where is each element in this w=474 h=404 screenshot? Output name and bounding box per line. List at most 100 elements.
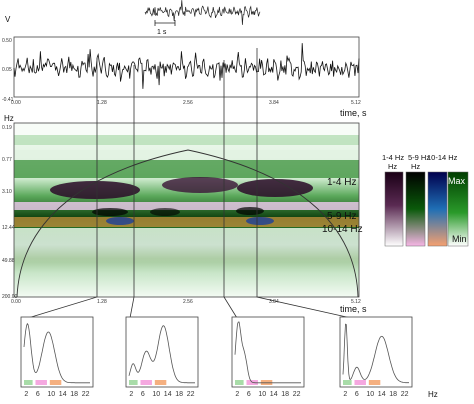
spectrum-x-tick: 2 [343,391,347,398]
band-marker-delta [24,380,33,385]
scale-bar-label: 1 s [157,29,167,36]
band-marker-theta [140,380,152,385]
band-label-5-9: 5-9 Hz [327,211,356,222]
spectrum-panel-4: 2 6 10 14 18 22 [339,316,413,398]
band-marker-alpha [368,380,381,385]
colorbar-5-9 [405,171,426,247]
spectrum-panel-1: 2 6 10 14 18 22 [20,316,94,398]
spectrum-x-tick: 6 [355,391,359,398]
spectrogram-image [14,123,359,297]
band-marker-delta [235,380,244,385]
eeg-y-tick: -0.41 [2,97,14,103]
spectrum-x-tick: 6 [247,391,251,398]
spectrogram-y-tick: 49.88 [2,258,15,264]
band-marker-delta [129,380,138,385]
spectrum-x-tick: 14 [164,391,172,398]
marker-line-2 [129,65,135,319]
spectrum-curve [23,322,90,384]
band-marker-alpha [154,380,167,385]
colorbar-1-4 [384,171,404,247]
spectrogram-y-tick: 12.44 [2,225,15,231]
spectrum-x-tick: 10 [258,391,266,398]
colorbar-label-10-14: 10-14 Hz [427,153,458,162]
eeg-x-tick: 1.28 [97,100,107,106]
eeg-y-unit: V [5,15,11,24]
svg-text:Hz: Hz [388,162,397,171]
band-marker-theta [35,380,47,385]
spectrum-x-tick: 10 [366,391,374,398]
band-marker-theta [354,380,366,385]
spectra-panels: 2 6 10 14 18 22 2 6 10 14 18 22 2 6 10 14 18 22 2 6 10 14 18 22 [20,316,413,398]
spectrogram-x-tick: 2.56 [183,299,193,305]
eeg-y-tick: 0.50 [2,38,12,44]
spectrum-x-tick: 22 [293,391,301,398]
eeg-panel: V 0.50 0.05 -0.41 0.00 1.28 2.56 3.84 5.… [2,15,367,118]
spectrum-x-tick: 18 [281,391,289,398]
cone-of-influence [16,149,359,298]
spectrum-x-tick: 22 [401,391,409,398]
eeg-x-label: time, s [340,108,367,118]
colorbar-green [447,171,469,247]
eeg-trace [13,43,360,89]
spectrum-panel-3: 2 6 10 14 18 22 [231,316,305,398]
spectrum-frame [231,316,305,388]
spectrum-frame [20,316,94,388]
spectrogram-y-tick: 0.77 [2,157,12,163]
spectrum-curve [342,323,409,384]
spectrum-x-tick: 14 [378,391,386,398]
marker-line-3 [223,60,238,319]
eeg-x-tick: 5.12 [351,100,361,106]
spectrogram-x-tick: 0.00 [11,299,21,305]
spectrum-x-tick: 10 [152,391,160,398]
band-marker-delta [343,380,352,385]
eeg-x-tick: 2.56 [183,100,193,106]
spectrum-x-tick: 6 [141,391,145,398]
spectrogram-frame [13,122,360,298]
band-label-1-4: 1-4 Hz [327,177,356,188]
spectrum-x-tick: 14 [270,391,278,398]
eeg-y-tick: 0.05 [2,67,12,73]
colorbar-label-5-9: 5-9 Hz [408,153,430,162]
band-marker-alpha [49,380,62,385]
spectrogram-y-tick: 0.19 [2,125,12,131]
colorbar-max: Max [448,176,466,186]
time-markers [27,48,352,319]
spectrum-frame [125,316,199,388]
spectrum-x-tick: 6 [36,391,40,398]
band-label-10-14: 10-14 Hz [322,224,363,235]
spectrogram-x-tick: 3.84 [269,299,279,305]
spectrogram-x-tick: 1.28 [97,299,107,305]
spectrum-x-tick: 2 [129,391,133,398]
marker-line-1 [27,58,98,319]
spectrum-x-tick: 2 [24,391,28,398]
spectrogram-x-label: time, s [340,304,367,314]
spectrogram-y-tick: 3.10 [2,189,12,195]
colorbar-label-1-4: 1-4 Hz [382,153,404,162]
spectrum-curve [234,321,301,384]
spectrum-frame [339,316,413,388]
eeg-x-tick: 0.00 [11,100,21,106]
colorbar-10-14 [427,171,448,247]
spectrum-x-tick: 10 [47,391,55,398]
spectrum-x-tick: 22 [187,391,195,398]
spectrum-curve [128,325,195,384]
spectrum-panel-2: 2 6 10 14 18 22 [125,316,199,398]
colorbar-min: Min [452,234,467,244]
spectrum-x-tick: 18 [389,391,397,398]
spectra-x-unit: Hz [428,390,438,399]
top-signal: 1 s [144,0,261,36]
svg-text:Hz: Hz [411,162,420,171]
top-signal-trace [144,0,261,25]
spectrogram-y-tick: 200.00 [2,294,18,300]
spectrum-x-tick: 14 [59,391,67,398]
eeg-x-tick: 3.84 [269,100,279,106]
spectrum-x-tick: 18 [70,391,78,398]
eeg-plot-frame [13,36,360,98]
spectrogram-x-tick: 5.12 [351,299,361,305]
colorbar: 1-4 Hz 5-9 Hz 10-14 Hz Hz Hz Max Min [382,153,469,247]
spectrogram-y-unit: Hz [4,114,14,123]
spectrogram-panel: Hz 0.19 0.77 3.10 12.44 49.88 200.00 0.0 [2,114,367,314]
spectrum-x-tick: 18 [175,391,183,398]
marker-line-4 [256,48,352,319]
